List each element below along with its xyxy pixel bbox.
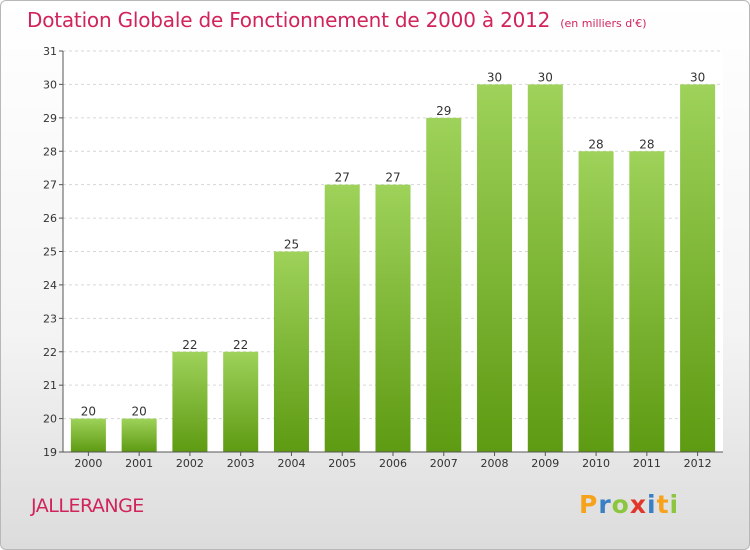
- data-label-2003: 22: [233, 338, 248, 352]
- proxiti-logo[interactable]: Proxiti: [579, 490, 679, 519]
- y-tick-label: 20: [43, 413, 57, 426]
- bar-2001: [121, 418, 157, 452]
- y-tick-label: 26: [43, 212, 57, 225]
- bar-2002: [172, 351, 208, 452]
- x-tick-label-2000: 2000: [74, 457, 102, 470]
- bar-2008: [477, 84, 513, 453]
- y-tick-label: 24: [43, 279, 57, 292]
- logo-letter: r: [598, 490, 612, 519]
- bars: 20 20 22 22 25 27 27 29 30 30 28 28 30: [70, 70, 716, 453]
- x-tick-label-2005: 2005: [328, 457, 356, 470]
- data-label-2009: 30: [538, 70, 553, 84]
- x-tick-label-2001: 2001: [125, 457, 153, 470]
- y-tick-label: 25: [43, 246, 57, 259]
- x-tick-label-2004: 2004: [277, 457, 305, 470]
- x-tick-label-2006: 2006: [379, 457, 407, 470]
- bar-2000: [70, 418, 106, 452]
- commune-name: JALLERANGE: [31, 495, 144, 517]
- y-tick-label: 22: [43, 346, 57, 359]
- data-label-2010: 28: [588, 137, 603, 151]
- data-label-2008: 30: [487, 70, 502, 84]
- logo-letter: i: [647, 490, 657, 519]
- logo-letter: t: [656, 490, 670, 519]
- bar-2007: [426, 117, 462, 452]
- data-label-2000: 20: [81, 405, 96, 419]
- data-label-2012: 30: [690, 70, 705, 84]
- x-tick-label-2007: 2007: [430, 457, 458, 470]
- data-label-2011: 28: [639, 137, 654, 151]
- y-tick-label: 29: [43, 112, 57, 125]
- chart-title: Dotation Globale de Fonctionnement de 20…: [27, 8, 646, 32]
- bar-2012: [680, 84, 716, 453]
- bar-2011: [629, 151, 665, 452]
- x-tick-label-2002: 2002: [176, 457, 204, 470]
- bar-2009: [527, 84, 563, 453]
- x-tick-label-2008: 2008: [481, 457, 509, 470]
- y-tick-label: 21: [43, 379, 57, 392]
- x-tick-label-2003: 2003: [227, 457, 255, 470]
- bar-2006: [375, 184, 411, 452]
- x-tick-label-2009: 2009: [531, 457, 559, 470]
- axes: 19 20 21 22 23 24 25 26 27 28 29 30 31 2000 2001 2002 20…: [43, 45, 723, 470]
- x-tick-label-2011: 2011: [633, 457, 661, 470]
- chart-subtitle: (en milliers d'€): [560, 17, 647, 30]
- logo-letter: x: [629, 490, 647, 519]
- y-tick-label: 23: [43, 312, 57, 325]
- y-tick-label: 27: [43, 179, 57, 192]
- logo-letter: o: [611, 490, 630, 519]
- logo-letter: P: [579, 490, 599, 519]
- data-label-2005: 27: [335, 171, 350, 185]
- data-label-2002: 22: [182, 338, 197, 352]
- y-tick-label: 31: [43, 45, 57, 58]
- y-tick-label: 19: [43, 446, 57, 459]
- data-label-2004: 25: [284, 238, 299, 252]
- x-tick-label-2010: 2010: [582, 457, 610, 470]
- data-label-2007: 29: [436, 104, 451, 118]
- y-tick-label: 30: [43, 78, 57, 91]
- data-label-2006: 27: [385, 171, 400, 185]
- bar-2010: [578, 151, 614, 452]
- bar-2005: [324, 184, 360, 452]
- bar-2003: [223, 351, 259, 452]
- data-label-2001: 20: [132, 405, 147, 419]
- y-tick-label: 28: [43, 145, 57, 158]
- chart-title-text: Dotation Globale de Fonctionnement de 20…: [27, 8, 551, 32]
- bar-2004: [273, 251, 309, 452]
- x-tick-label-2012: 2012: [684, 457, 712, 470]
- logo-letter: i: [669, 490, 680, 519]
